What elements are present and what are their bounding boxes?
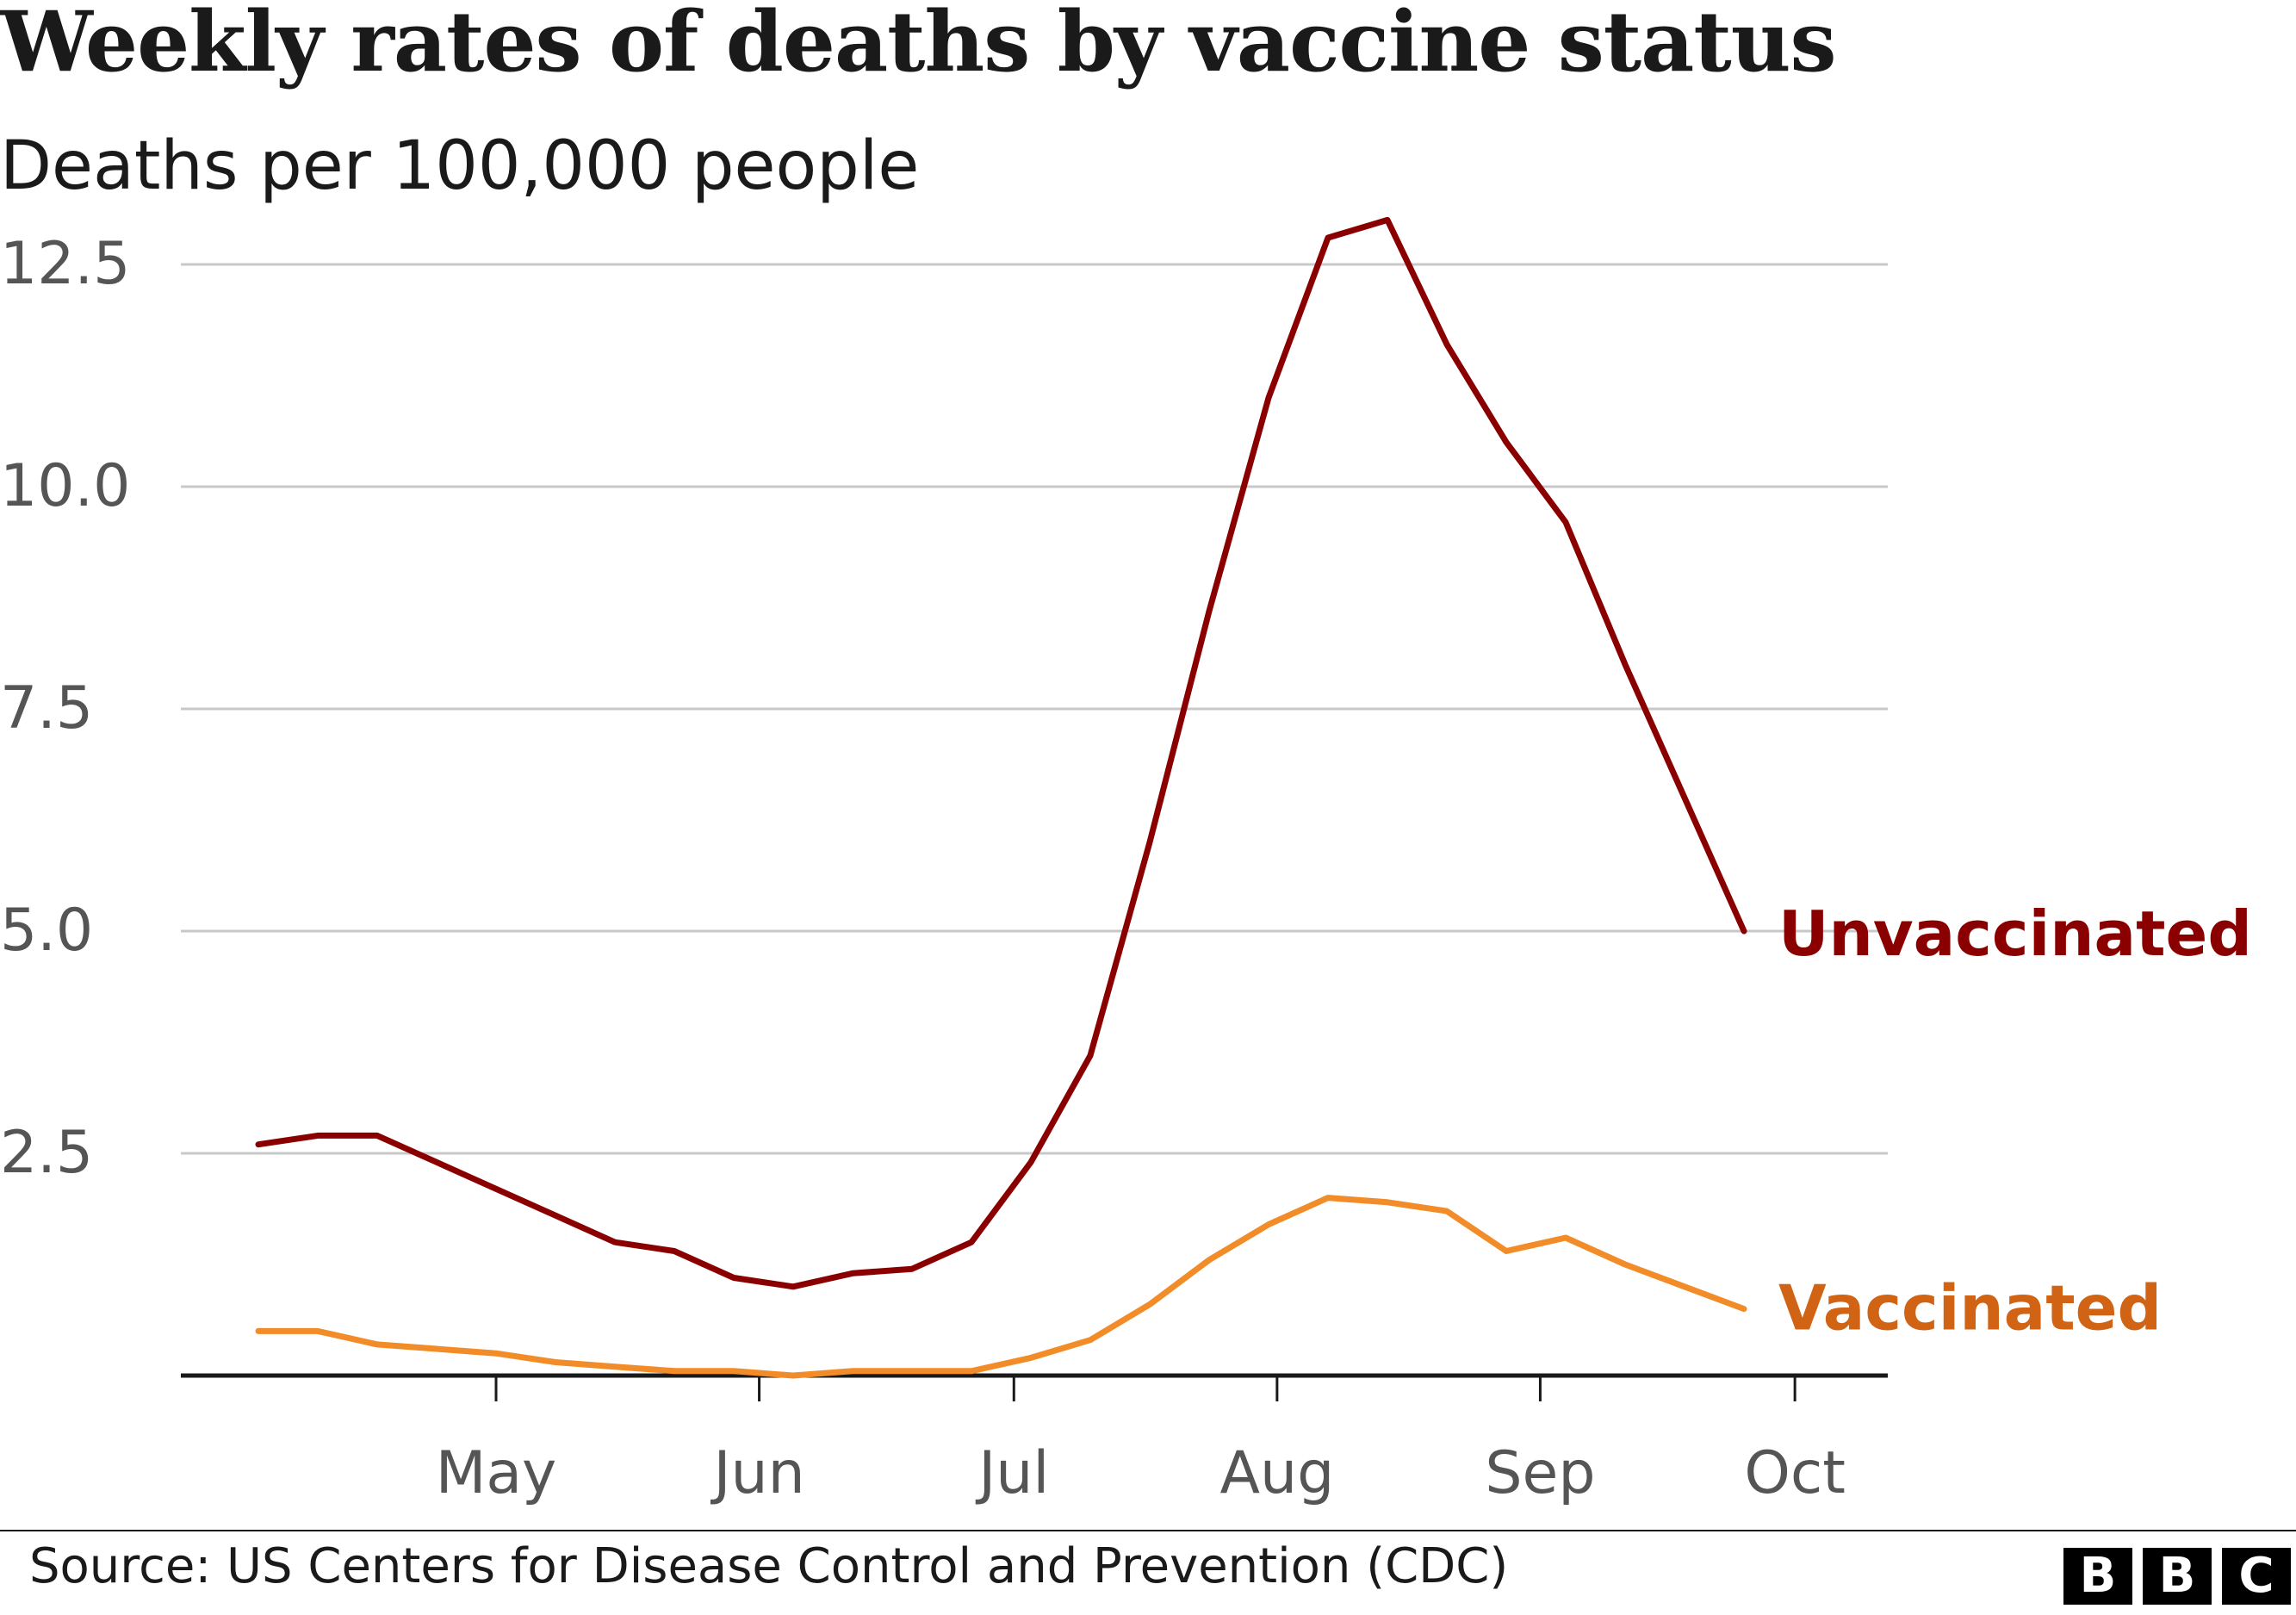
footer-divider xyxy=(0,1530,2296,1531)
chart-subtitle: Deaths per 100,000 people xyxy=(0,127,920,205)
x-axis: May Jun Jul Aug Sep Oct xyxy=(181,1373,1888,1507)
bbc-logo-letter: B xyxy=(2143,1548,2212,1605)
series-lines xyxy=(255,216,1747,1379)
vaccinated-line xyxy=(255,1195,1747,1379)
bbc-logo: B B C xyxy=(2063,1548,2291,1605)
bbc-logo-letter: B xyxy=(2063,1548,2132,1605)
y-tick-label: 5.0 xyxy=(0,897,93,965)
x-tick-label: May xyxy=(436,1439,557,1507)
unvaccinated-label: Unvaccinated xyxy=(1778,898,2252,970)
bbc-logo-letter: C xyxy=(2222,1548,2291,1605)
x-tick-label: Oct xyxy=(1744,1439,1846,1507)
vaccinated-label: Vaccinated xyxy=(1778,1272,2162,1345)
y-tick-label: 7.5 xyxy=(0,674,93,742)
y-axis-ticks: 2.5 5.0 7.5 10.0 12.5 xyxy=(0,230,130,1187)
gridlines xyxy=(181,263,1888,1155)
y-tick-label: 10.0 xyxy=(0,452,130,520)
unvaccinated-line xyxy=(255,216,1747,1290)
x-tick-label: Aug xyxy=(1219,1439,1334,1507)
x-tick-label: Jun xyxy=(710,1439,804,1507)
y-tick-label: 12.5 xyxy=(0,230,130,298)
chart-title: Weekly rates of deaths by vaccine status xyxy=(0,0,1837,90)
source-note: Source: US Centers for Disease Control a… xyxy=(29,1538,1509,1594)
series-labels: Unvaccinated Vaccinated xyxy=(1778,898,2252,1345)
x-tick-label: Jul xyxy=(975,1439,1049,1507)
y-tick-label: 2.5 xyxy=(0,1119,93,1187)
x-tick-label: Sep xyxy=(1485,1439,1595,1507)
